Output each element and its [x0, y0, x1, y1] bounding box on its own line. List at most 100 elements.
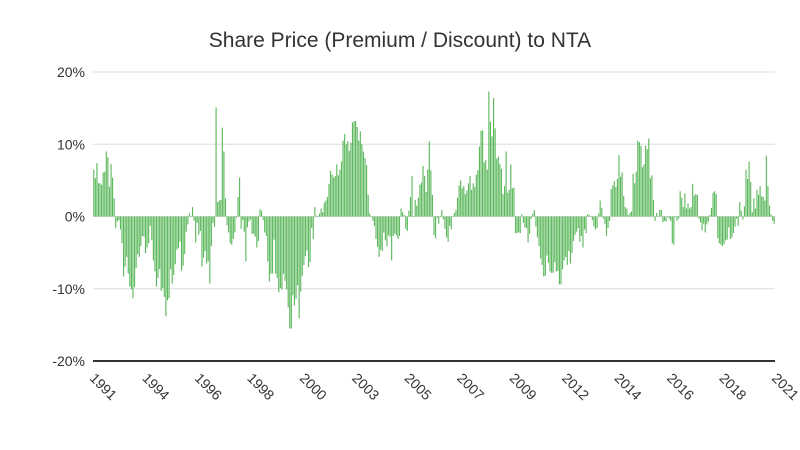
bar	[703, 216, 705, 224]
bar	[761, 196, 763, 217]
bar	[662, 216, 664, 223]
bar	[488, 91, 490, 217]
bar	[358, 140, 360, 217]
bar	[298, 216, 300, 319]
bar	[331, 174, 333, 217]
bar	[257, 216, 259, 242]
bar	[571, 216, 573, 254]
bar	[682, 207, 684, 217]
bar	[380, 216, 382, 250]
bar	[173, 216, 175, 276]
x-tick-label: 1994	[139, 370, 172, 403]
bar	[339, 169, 341, 217]
bar	[427, 169, 429, 217]
bar	[438, 216, 440, 224]
bar	[181, 216, 183, 271]
bar	[110, 163, 112, 217]
bar	[596, 216, 598, 229]
bar	[721, 216, 724, 247]
bar	[329, 170, 332, 217]
bar	[566, 216, 568, 265]
bar	[756, 189, 758, 217]
bar	[191, 207, 194, 217]
bar	[609, 216, 611, 221]
bar	[367, 194, 369, 217]
bar	[441, 210, 443, 217]
bar	[157, 216, 159, 278]
bar	[533, 210, 535, 217]
x-tick-label: 2003	[349, 370, 382, 403]
bar	[347, 141, 349, 217]
bar	[464, 194, 466, 217]
bar	[206, 216, 208, 264]
bar	[210, 216, 212, 247]
bar	[94, 178, 96, 217]
bar	[640, 145, 642, 217]
bar	[510, 164, 512, 217]
bar	[123, 216, 125, 277]
bar	[535, 216, 537, 227]
bar	[356, 126, 358, 217]
x-tick-label: 1991	[87, 370, 120, 403]
bar	[607, 216, 609, 229]
bar	[676, 216, 678, 221]
bar	[190, 216, 192, 218]
bar	[599, 200, 601, 217]
bar	[345, 144, 347, 217]
bar	[207, 216, 209, 262]
bar	[187, 216, 189, 225]
bar	[119, 216, 121, 230]
bar	[370, 216, 372, 218]
bar	[289, 216, 291, 329]
bar	[513, 187, 515, 217]
bar	[731, 216, 733, 238]
bar	[264, 216, 266, 233]
bar	[641, 167, 644, 217]
bar	[521, 214, 523, 217]
bar	[706, 216, 708, 225]
bar	[433, 216, 435, 236]
bar	[301, 216, 303, 276]
bar	[577, 216, 579, 229]
bar	[765, 155, 767, 217]
bar	[668, 216, 670, 219]
bar	[182, 216, 184, 266]
bar	[196, 216, 198, 223]
bar	[224, 198, 227, 217]
bar	[174, 216, 176, 265]
bar	[284, 216, 286, 281]
bar	[231, 216, 233, 245]
bar	[499, 163, 501, 217]
bar	[460, 180, 462, 217]
bar	[690, 207, 692, 217]
bar	[353, 121, 355, 217]
bar	[618, 155, 620, 217]
bar	[276, 216, 278, 278]
bar	[398, 216, 401, 237]
bar	[306, 216, 308, 251]
bar	[673, 216, 675, 245]
bar	[624, 207, 626, 217]
bar	[530, 216, 532, 219]
x-tick-label: 1998	[244, 370, 277, 403]
bar	[204, 216, 206, 252]
bar	[337, 175, 339, 217]
bar	[254, 216, 256, 237]
bar	[493, 98, 495, 217]
bar	[720, 216, 722, 245]
bar	[447, 216, 449, 242]
bar	[417, 197, 419, 217]
bar	[419, 184, 421, 217]
bar	[323, 202, 325, 217]
bar	[671, 216, 673, 244]
bar	[555, 216, 557, 272]
bar	[144, 216, 147, 254]
bar	[637, 140, 639, 217]
bar	[714, 191, 716, 217]
bar	[256, 216, 258, 248]
bar	[424, 176, 426, 217]
bar	[621, 172, 623, 217]
bar	[340, 161, 343, 217]
bar	[116, 216, 118, 222]
bar	[262, 216, 264, 221]
